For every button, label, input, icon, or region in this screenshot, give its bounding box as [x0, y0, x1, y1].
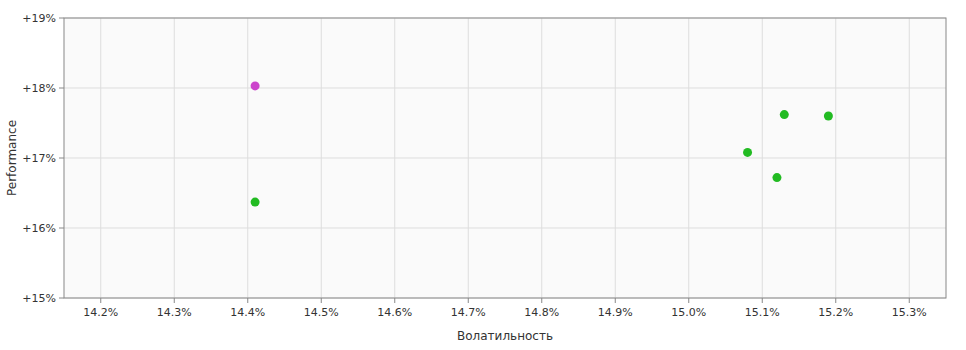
x-tick: [762, 298, 763, 303]
x-tick: [247, 298, 248, 303]
y-tick-label: +17%: [22, 152, 56, 165]
point: [824, 112, 833, 121]
y-tick: [59, 18, 64, 19]
point: [251, 81, 260, 90]
x-tick-label: 14.5%: [304, 306, 339, 319]
y-tick: [59, 158, 64, 159]
x-tick: [688, 298, 689, 303]
point: [780, 110, 789, 119]
points: [251, 81, 833, 206]
x-tick: [541, 298, 542, 303]
x-tick-label: 14.6%: [377, 306, 412, 319]
y-tick: [59, 88, 64, 89]
y-tick-label: +16%: [22, 222, 56, 235]
chart-container: 14.2% 14.3% 14.4% 14.5% 14.6% 14.7% 14.8% 14.9%…: [0, 0, 966, 350]
x-tick: [100, 298, 101, 303]
x-tick-label: 14.8%: [524, 306, 559, 319]
y-grid-line: [64, 228, 946, 229]
x-tick-label: 14.7%: [451, 306, 486, 319]
point: [743, 148, 752, 157]
x-tick: [321, 298, 322, 303]
page: {"chart_data": {"type": "scatter", "xlab…: [0, 0, 966, 350]
y-tick-label: +19%: [22, 12, 56, 25]
axes: 14.2% 14.3% 14.4% 14.5% 14.6% 14.7% 14.8% 14.9%…: [22, 12, 946, 319]
x-tick: [615, 298, 616, 303]
x-tick-label: 15.2%: [818, 306, 853, 319]
grid: [64, 18, 946, 298]
y-tick: [59, 228, 64, 229]
chart: 14.2% 14.3% 14.4% 14.5% 14.6% 14.7% 14.8% 14.9%…: [0, 0, 966, 350]
x-tick: [174, 298, 175, 303]
x-tick: [909, 298, 910, 303]
x-tick-label: 14.9%: [598, 306, 633, 319]
y-tick-label: +18%: [22, 82, 56, 95]
y-axis-label: Performance: [5, 120, 19, 196]
y-tick: [59, 298, 64, 299]
y-tick-label: +15%: [22, 292, 56, 305]
x-tick-label: 15.3%: [892, 306, 927, 319]
plot-area: [64, 18, 946, 298]
point: [251, 198, 260, 207]
point: [772, 173, 781, 182]
y-grid-line: [64, 88, 946, 89]
x-tick: [835, 298, 836, 303]
plot-frame: [64, 18, 946, 298]
y-grid-line: [64, 158, 946, 159]
x-tick-label: 15.0%: [671, 306, 706, 319]
x-tick-label: 14.4%: [230, 306, 265, 319]
x-axis-label: Волатильность: [457, 329, 553, 343]
x-tick-label: 15.1%: [745, 306, 780, 319]
x-tick: [468, 298, 469, 303]
x-tick: [394, 298, 395, 303]
x-tick-label: 14.2%: [83, 306, 118, 319]
x-tick-label: 14.3%: [157, 306, 192, 319]
